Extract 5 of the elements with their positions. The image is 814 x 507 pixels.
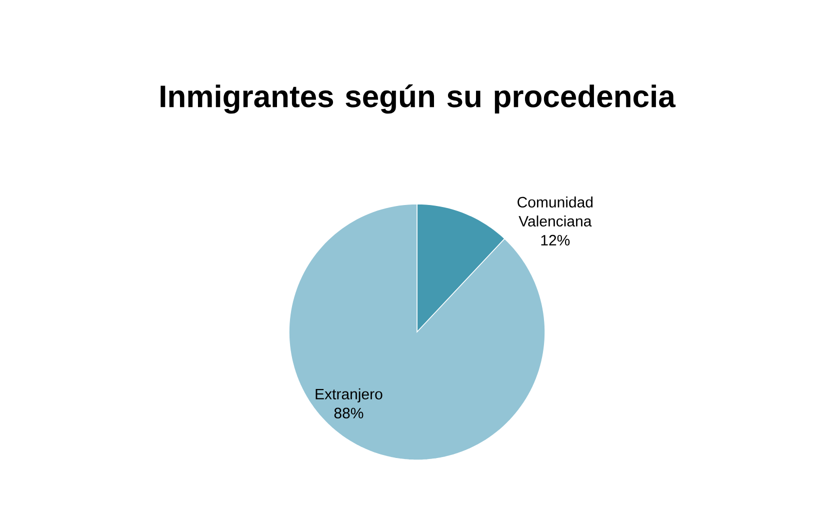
data-label: 88% bbox=[334, 408, 364, 418]
chart-title: Inmigrantes según su procedencia bbox=[160, 84, 676, 114]
slice-label: Comunidad Valenciana bbox=[518, 196, 593, 227]
slice-label: Extranjero bbox=[316, 388, 382, 402]
data-label: 12% bbox=[541, 234, 570, 246]
